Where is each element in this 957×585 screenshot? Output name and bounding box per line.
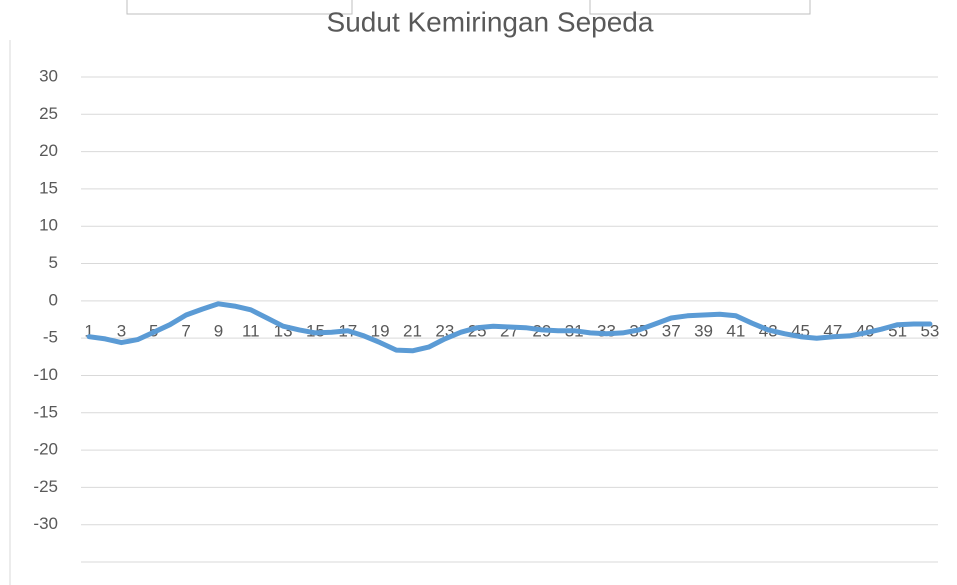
y-tick-label: -15 — [33, 402, 58, 421]
x-tick-label: 7 — [181, 322, 190, 341]
y-tick-label: 15 — [39, 178, 58, 197]
y-tick-label: 30 — [39, 66, 58, 85]
y-tick-label: -25 — [33, 477, 58, 496]
y-tick-label: -30 — [33, 514, 58, 533]
y-tick-label: -20 — [33, 440, 58, 459]
x-tick-label: 37 — [662, 322, 681, 341]
x-tick-label: 1 — [84, 322, 93, 341]
x-tick-label: 41 — [726, 322, 745, 341]
y-tick-label: -10 — [33, 365, 58, 384]
y-tick-label: 20 — [39, 141, 58, 160]
y-tick-label: 10 — [39, 216, 58, 235]
y-tick-label: 0 — [49, 290, 58, 309]
screen-fragment — [126, 0, 811, 15]
y-tick-label: 25 — [39, 104, 58, 123]
x-tick-label: 39 — [694, 322, 713, 341]
data-line — [86, 301, 933, 354]
x-tick-label: 9 — [214, 322, 223, 341]
x-tick-label: 11 — [242, 322, 260, 341]
x-tick-label: 3 — [117, 322, 126, 341]
x-tick-label: 19 — [371, 322, 390, 341]
y-tick-label: 5 — [49, 253, 58, 272]
y-tick-label: -5 — [43, 328, 58, 347]
chart-title: Sudut Kemiringan Sepeda — [327, 6, 654, 37]
x-tick-label: 21 — [403, 322, 422, 341]
